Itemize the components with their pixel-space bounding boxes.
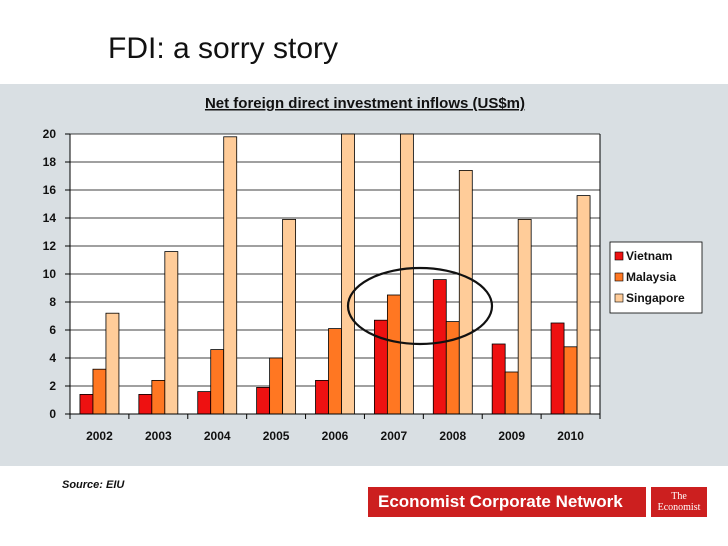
axes (69, 134, 601, 415)
chart-title: Net foreign direct investment inflows (U… (205, 95, 525, 112)
bar-malaysia-2008 (445, 321, 460, 415)
legend-label-vietnam: Vietnam (626, 249, 672, 263)
legend-swatch-singapore (614, 293, 624, 303)
x-tick-label: 2007 (381, 429, 408, 443)
bar-malaysia-2006 (328, 328, 342, 415)
y-axis-ticks: 0 2 4 6 8 10 12 14 16 18 20 (43, 127, 70, 421)
y-tick-label: 4 (49, 351, 56, 365)
bar-vietnam-2002 (79, 393, 94, 415)
x-tick-label: 2004 (204, 429, 231, 443)
y-tick-label: 14 (43, 211, 57, 225)
gridlines (70, 133, 600, 415)
bar-malaysia-2004 (210, 349, 225, 415)
bar-singapore-2007 (399, 133, 414, 415)
x-tick-label: 2005 (263, 429, 290, 443)
x-tick-label: 2002 (86, 429, 113, 443)
bar-singapore-2009 (517, 218, 532, 415)
y-tick-label: 16 (43, 183, 57, 197)
legend-swatch-malaysia (614, 272, 624, 282)
bar-vietnam-2007 (373, 319, 388, 415)
y-tick-label: 18 (43, 155, 57, 169)
highlight-circle (346, 266, 494, 346)
legend-box (609, 241, 703, 314)
x-tick-label: 2006 (322, 429, 349, 443)
the-economist-logo: The Economist (651, 487, 707, 517)
y-tick-label: 6 (49, 323, 56, 337)
x-tick-label: 2008 (439, 429, 466, 443)
legend-label-singapore: Singapore (626, 291, 685, 305)
bar-vietnam-2009 (491, 343, 506, 415)
y-tick-label: 8 (49, 295, 56, 309)
bar-vietnam-2005 (256, 386, 271, 415)
x-tick-label: 2009 (498, 429, 525, 443)
legend-label-malaysia: Malaysia (626, 270, 676, 284)
bar-singapore-2003 (164, 251, 179, 415)
y-tick-label: 12 (43, 239, 57, 253)
bar-singapore-2005 (282, 218, 297, 415)
fdi-chart: Net foreign direct investment inflows (U… (43, 95, 703, 443)
logo-line-1: The (671, 491, 687, 502)
bar-vietnam-2008 (432, 279, 447, 415)
bar-malaysia-2009 (504, 371, 519, 415)
economist-corporate-network-banner: Economist Corporate Network (368, 487, 646, 517)
bars (79, 133, 591, 415)
bar-singapore-2004 (223, 136, 238, 415)
y-tick-label: 2 (49, 379, 56, 393)
bar-malaysia-2002 (92, 368, 107, 415)
slide-title: FDI: a sorry story (108, 32, 339, 65)
logo-line-2: Economist (657, 502, 701, 513)
bar-malaysia-2005 (269, 357, 284, 415)
bar-singapore-2006 (341, 133, 355, 415)
bar-singapore-2008 (458, 170, 473, 415)
y-tick-label: 0 (49, 407, 56, 421)
x-tick-label: 2003 (145, 429, 172, 443)
bar-malaysia-2007 (386, 294, 401, 415)
source-note: Source: EIU (62, 479, 125, 491)
legend-swatch-vietnam (614, 251, 624, 261)
bar-singapore-2010 (576, 195, 591, 415)
bar-vietnam-2004 (197, 391, 212, 415)
x-tick-label: 2010 (557, 429, 584, 443)
bar-vietnam-2003 (138, 393, 153, 415)
y-tick-label: 20 (43, 127, 57, 141)
bar-vietnam-2010 (550, 322, 565, 415)
bar-singapore-2002 (105, 312, 120, 415)
y-tick-label: 10 (43, 267, 57, 281)
bar-malaysia-2010 (563, 346, 578, 415)
x-axis-ticks: 2002 2003 2004 2005 2006 2007 2008 2009 2010 (69, 414, 601, 443)
bar-malaysia-2003 (151, 379, 166, 415)
bar-vietnam-2006 (315, 379, 329, 415)
legend: Vietnam Malaysia Singapore (609, 241, 703, 314)
